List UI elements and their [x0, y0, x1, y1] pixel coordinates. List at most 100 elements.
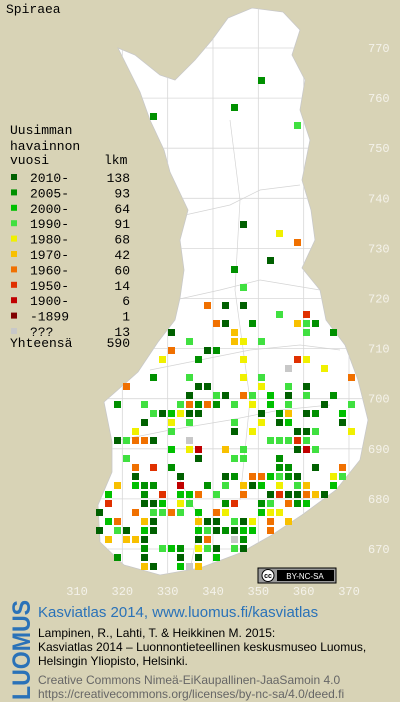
record-square	[312, 491, 319, 498]
record-square	[285, 500, 292, 507]
record-square	[249, 401, 256, 408]
record-square	[258, 374, 265, 381]
record-square	[249, 392, 256, 399]
license-line[interactable]: https://creativecommons.org/licenses/by-…	[38, 687, 344, 701]
record-square	[186, 563, 193, 570]
record-square	[303, 392, 310, 399]
record-square	[195, 527, 202, 534]
record-square	[141, 491, 148, 498]
record-square	[303, 482, 310, 489]
record-square	[294, 122, 301, 129]
record-square	[285, 410, 292, 417]
record-square	[321, 401, 328, 408]
record-square	[168, 509, 175, 516]
record-square	[303, 446, 310, 453]
record-square	[249, 482, 256, 489]
record-square	[195, 356, 202, 363]
record-square	[231, 500, 238, 507]
record-square	[267, 473, 274, 480]
record-square	[132, 536, 139, 543]
x-grid-label: 330	[157, 585, 179, 599]
record-square	[195, 491, 202, 498]
record-square	[294, 482, 301, 489]
record-square	[204, 545, 211, 552]
grid-labels: 310 320 330 340 350 360 370 670 680 690 700 710 720 7…	[66, 42, 389, 599]
record-square	[204, 518, 211, 525]
record-square	[123, 455, 130, 462]
x-grid-label: 320	[112, 585, 134, 599]
record-square	[285, 473, 292, 480]
record-square	[204, 482, 211, 489]
y-grid-label: 730	[368, 242, 390, 256]
record-square	[240, 527, 247, 534]
record-square	[177, 482, 184, 489]
record-square	[177, 554, 184, 561]
record-square	[240, 392, 247, 399]
record-square	[222, 446, 229, 453]
region-border	[149, 344, 341, 371]
record-square	[276, 491, 283, 498]
atlas-link[interactable]: Kasviatlas 2014, www.luomus.fi/kasviatla…	[38, 604, 318, 621]
region-border	[229, 119, 251, 501]
record-square	[339, 410, 346, 417]
legend-total: 590	[107, 336, 130, 351]
record-square	[276, 473, 283, 480]
record-square	[186, 392, 193, 399]
record-square	[294, 491, 301, 498]
record-square	[348, 401, 355, 408]
legend-label: ???	[30, 325, 53, 340]
legend-swatch	[11, 328, 17, 334]
legend-label: 1990-	[30, 217, 69, 232]
record-square	[168, 410, 175, 417]
record-square	[132, 509, 139, 516]
record-square	[339, 419, 346, 426]
record-square	[240, 221, 247, 228]
record-square	[141, 536, 148, 543]
legend-label: 1950-	[30, 279, 69, 294]
record-square	[177, 491, 184, 498]
record-square	[294, 356, 301, 363]
record-square	[150, 482, 157, 489]
badge-cc: cc	[264, 573, 272, 580]
record-square	[204, 347, 211, 354]
legend-count: 42	[114, 248, 130, 263]
record-square	[168, 329, 175, 336]
record-square	[159, 509, 166, 516]
record-square	[168, 545, 175, 552]
legend-label: 1970-	[30, 248, 69, 263]
record-square	[276, 455, 283, 462]
record-square	[231, 536, 238, 543]
record-square	[168, 419, 175, 426]
record-square	[267, 491, 274, 498]
record-square	[258, 473, 265, 480]
record-square	[96, 527, 103, 534]
record-square	[114, 518, 121, 525]
record-square	[195, 446, 202, 453]
record-square	[330, 392, 337, 399]
record-square	[105, 491, 112, 498]
record-square	[213, 320, 220, 327]
record-square	[258, 77, 265, 84]
record-square	[114, 437, 121, 444]
legend-swatch	[11, 189, 17, 196]
x-grid-label: 360	[293, 585, 315, 599]
record-square	[267, 518, 274, 525]
record-square	[267, 257, 274, 264]
record-square	[186, 491, 193, 498]
legend-heading: vuosi	[10, 153, 49, 168]
legend-count: 93	[114, 186, 130, 201]
legend-items: 2010- 138 2005- 93 2000- 64 1990- 91 1980- 68 1970…	[11, 171, 130, 340]
record-square	[186, 374, 193, 381]
record-square	[195, 518, 202, 525]
record-square	[267, 509, 274, 516]
record-square	[150, 374, 157, 381]
record-square	[303, 356, 310, 363]
legend-label: 1980-	[30, 233, 69, 248]
record-square	[114, 401, 121, 408]
record-square	[267, 437, 274, 444]
record-square	[294, 446, 301, 453]
legend-swatch	[11, 297, 17, 304]
record-square	[195, 545, 202, 552]
species-title: Spiraea	[6, 2, 61, 17]
record-square	[213, 554, 220, 561]
